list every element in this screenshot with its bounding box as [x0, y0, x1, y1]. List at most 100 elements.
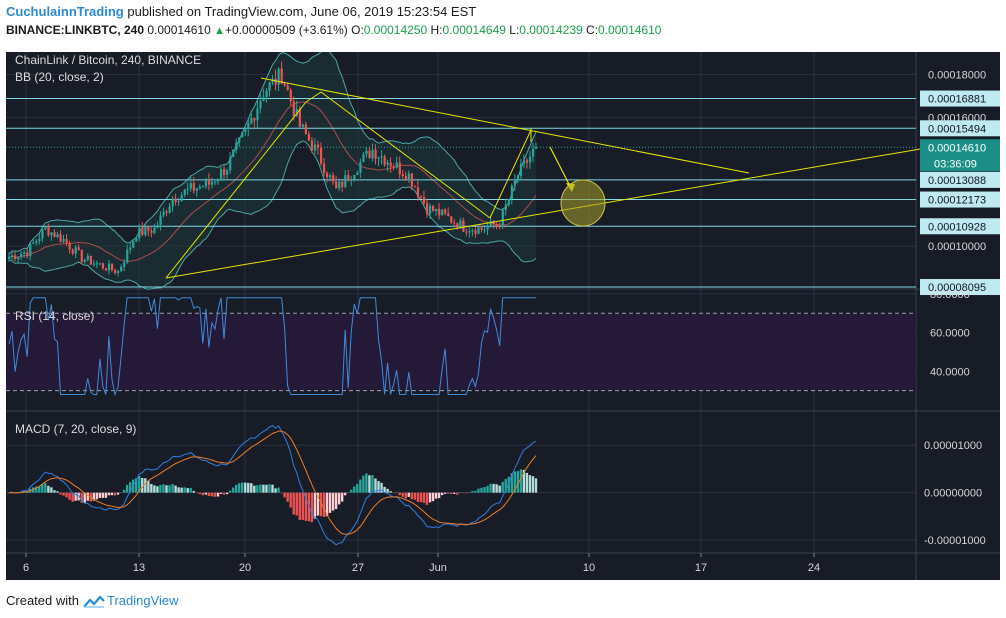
candle-body [438, 208, 441, 216]
macd-histogram-bar [437, 492, 441, 499]
candle-body [371, 149, 374, 159]
candle-body [404, 175, 407, 181]
price-level-tag-5 [920, 279, 1000, 296]
candle-body [462, 220, 465, 232]
candle-body [244, 128, 247, 133]
macd-histogram-bar [237, 483, 241, 493]
candle-body [377, 157, 380, 159]
macd-histogram-bar [392, 492, 395, 494]
time-axis-label-0: 6 [23, 562, 29, 574]
candle-body [250, 117, 253, 124]
macd-signal-line [8, 430, 537, 535]
macd-histogram-bar [210, 492, 214, 497]
candle-body [329, 175, 332, 178]
macd-histogram-bar [180, 487, 183, 493]
chart-area[interactable]: 0.00018000 0.00016000 0.00010000 0.00016881… [6, 52, 1000, 580]
candle-body [216, 179, 220, 182]
macd-histogram-bar [477, 488, 480, 493]
macd-histogram-bar [350, 489, 353, 493]
trendline-descending [260, 77, 750, 174]
candle-body [98, 263, 102, 265]
candle-body [235, 142, 238, 150]
macd-histogram-bar [280, 492, 283, 494]
macd-histogram-bar [498, 485, 501, 493]
candle-body [474, 230, 477, 234]
candle-body [180, 194, 183, 202]
low-label: L: [509, 23, 520, 37]
candle-body [241, 132, 244, 138]
candle-body [468, 231, 471, 233]
macd-histogram-bar [374, 478, 377, 493]
rsi-axis-label-2: 40.0000 [930, 366, 970, 378]
macd-histogram-bar [168, 485, 171, 493]
candle-body [319, 147, 323, 164]
candle-body [453, 222, 456, 224]
candle-body [238, 137, 241, 143]
chart-canvas[interactable]: 0.000180000.000160000.000100000.00016881… [6, 52, 1000, 580]
candle-body [432, 205, 435, 212]
candle-body [86, 255, 89, 260]
candle-body [313, 144, 317, 151]
price-change: +0.00000509 (+3.61%) [225, 23, 348, 37]
macd-histogram-bar [113, 492, 117, 496]
candle-body [498, 224, 501, 228]
candle-body [135, 238, 138, 242]
trendline-leg-1 [165, 101, 307, 279]
tradingview-link[interactable]: TradingView [106, 593, 179, 608]
macd-histogram-bar [386, 488, 389, 493]
candle-body [380, 156, 383, 158]
candle-body [220, 169, 223, 180]
macd-histogram-bar [380, 482, 383, 493]
macd-histogram-bar [80, 492, 83, 503]
candle-body [114, 269, 117, 273]
candle-body [56, 234, 59, 238]
candle-body [347, 175, 350, 181]
macd-histogram-bar [310, 492, 314, 523]
macd-histogram-bar [259, 484, 262, 493]
price-pane-title: ChainLink / Bitcoin, 240, BINANCE [15, 53, 202, 67]
macd-histogram-bar [362, 475, 365, 493]
candle-body [65, 239, 68, 243]
trendline-leg-3 [489, 129, 532, 219]
macd-histogram-bar [225, 492, 229, 495]
candle-body [450, 216, 453, 223]
macd-histogram-bar [247, 482, 250, 493]
candle-body [150, 230, 153, 233]
macd-histogram [7, 469, 538, 523]
macd-histogram-bar [41, 483, 44, 493]
last-price-tag-text: 0.00014610 [928, 142, 986, 154]
macd-histogram-bar [219, 492, 223, 494]
macd-histogram-bar [434, 492, 438, 499]
candle-body [332, 175, 335, 182]
candle-body [307, 133, 311, 141]
candle-body [259, 101, 262, 109]
macd-histogram-bar [410, 492, 414, 500]
macd-histogram-bar [213, 492, 217, 497]
candle-body [32, 242, 35, 244]
trendline-leg-1b [305, 91, 322, 103]
candle-body [504, 204, 507, 210]
macd-histogram-bar [283, 492, 286, 498]
macd-histogram-bar [531, 476, 535, 493]
macd-histogram-bar [489, 483, 492, 493]
candle-body [213, 181, 217, 183]
candle-body [8, 256, 11, 260]
macd-histogram-bar [65, 492, 68, 498]
candle-body [156, 224, 159, 228]
candle-body [101, 263, 105, 269]
candle-body [292, 101, 295, 117]
price-level-tag-text-0: 0.00016881 [928, 94, 986, 106]
candle-body [23, 252, 26, 254]
candle-body [192, 183, 195, 191]
author-link[interactable]: CuchulainnTrading [6, 4, 124, 19]
candle-body [516, 175, 520, 181]
candle-body [310, 140, 314, 151]
macd-histogram-bar [250, 483, 253, 493]
macd-histogram-bar [244, 482, 247, 493]
candle-body [11, 255, 14, 257]
trendline-leg-2 [320, 91, 491, 219]
candle-body [71, 249, 74, 254]
candle-body [265, 90, 268, 97]
candle-body [229, 157, 232, 171]
macd-histogram-bar [56, 491, 59, 493]
